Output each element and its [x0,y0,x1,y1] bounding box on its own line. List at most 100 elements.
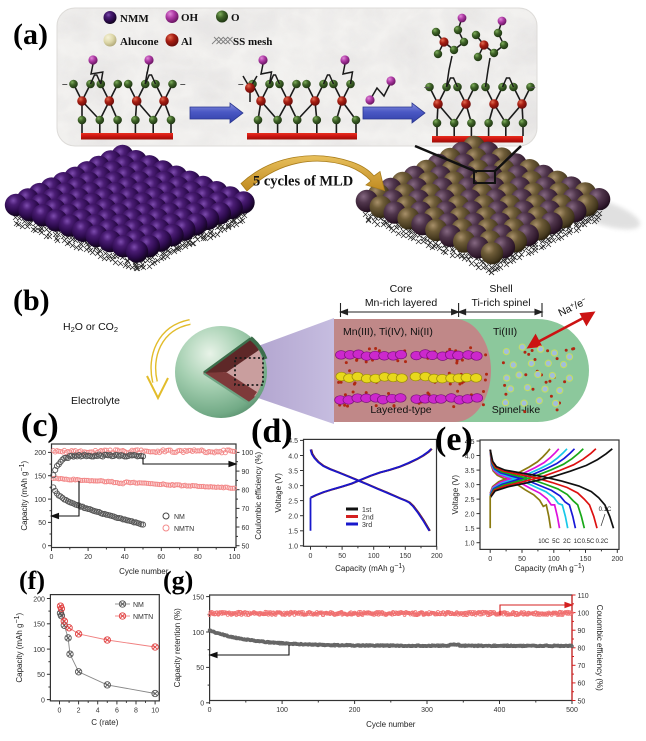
svg-text:150: 150 [33,622,45,629]
svg-text:150: 150 [580,556,592,563]
svg-text:8: 8 [134,707,138,714]
svg-text:0: 0 [42,544,46,551]
svg-text:2nd: 2nd [362,515,374,522]
svg-text:Core: Core [390,283,413,295]
svg-text:Cycle number: Cycle number [119,567,169,576]
svg-text:0: 0 [41,697,45,704]
svg-text:1.5: 1.5 [288,529,298,536]
svg-text:500: 500 [566,707,578,714]
svg-text:400: 400 [494,707,506,714]
svg-text:4: 4 [96,707,100,714]
svg-text:Shell: Shell [489,283,512,295]
svg-text:(f): (f) [19,566,45,595]
svg-text:(d): (d) [251,413,293,450]
svg-text:50: 50 [196,665,204,672]
svg-text:2.5: 2.5 [288,498,298,505]
svg-text:OH: OH [181,12,199,24]
svg-text:100: 100 [33,647,45,654]
svg-text:2.0: 2.0 [465,511,475,518]
svg-text:5 cycles of MLD: 5 cycles of MLD [253,174,353,190]
svg-text:200: 200 [431,553,443,560]
svg-text:Al: Al [181,36,192,48]
svg-text:100: 100 [578,610,590,617]
svg-text:NMTN: NMTN [133,614,153,621]
svg-text:3.5: 3.5 [465,468,475,475]
svg-text:50: 50 [242,544,250,551]
svg-text:200: 200 [34,450,46,457]
svg-text:200: 200 [349,707,361,714]
svg-text:100: 100 [192,630,204,637]
svg-text:10C: 10C [538,539,550,545]
svg-text:Spinel-like: Spinel-like [492,404,541,416]
svg-text:150: 150 [192,594,204,601]
svg-text:3rd: 3rd [362,522,372,529]
svg-text:0.1C: 0.1C [599,507,612,513]
svg-text:50: 50 [578,698,586,705]
svg-text:4.0: 4.0 [288,453,298,460]
svg-text:150: 150 [34,474,46,481]
svg-text:–: – [530,82,536,93]
svg-text:2: 2 [77,707,81,714]
svg-text:(c): (c) [21,407,59,444]
svg-text:O: O [231,12,240,24]
svg-text:100: 100 [34,497,46,504]
svg-text:0: 0 [58,707,62,714]
svg-text:Ti-rich spinel: Ti-rich spinel [471,297,530,309]
svg-text:–: – [424,82,430,93]
svg-text:100: 100 [229,554,241,561]
svg-text:0: 0 [309,553,313,560]
svg-text:SS mesh: SS mesh [233,36,272,48]
svg-text:(e): (e) [435,421,473,458]
svg-text:Coulombic efficiency (%): Coulombic efficiency (%) [254,451,263,539]
svg-text:40: 40 [121,554,129,561]
svg-text:50: 50 [338,553,346,560]
svg-text:0: 0 [488,556,492,563]
svg-text:2C: 2C [563,539,571,545]
svg-text:1st: 1st [362,507,371,514]
svg-text:Capacity retention (%): Capacity retention (%) [173,608,182,687]
svg-text:60: 60 [242,525,250,532]
svg-text:1.0: 1.0 [465,541,475,548]
svg-text:3.0: 3.0 [288,483,298,490]
svg-text:Electrolyte: Electrolyte [71,395,120,407]
svg-text:3.0: 3.0 [465,482,475,489]
svg-text:NM: NM [133,602,144,609]
svg-text:4.0: 4.0 [465,453,475,460]
svg-text:80: 80 [242,488,250,495]
svg-text:H2O or CO2: H2O or CO2 [63,321,118,334]
svg-text:50: 50 [518,556,526,563]
svg-text:Voltage (V): Voltage (V) [274,473,283,513]
svg-text:(a): (a) [13,18,48,51]
svg-text:4.5: 4.5 [465,439,475,446]
svg-text:(g): (g) [163,566,193,595]
svg-text:Capacity (mAh g−1): Capacity (mAh g−1) [335,563,405,573]
svg-text:50: 50 [38,520,46,527]
svg-text:1.5: 1.5 [465,526,475,533]
svg-text:100: 100 [548,556,560,563]
svg-text:20: 20 [84,554,92,561]
svg-text:200: 200 [33,596,45,603]
svg-text:2.5: 2.5 [465,497,475,504]
svg-text:Alucone: Alucone [120,36,159,48]
svg-text:–: – [62,79,68,90]
svg-text:100: 100 [276,707,288,714]
svg-text:1C: 1C [574,539,582,545]
svg-text:Cycle number: Cycle number [366,720,416,729]
svg-text:Mn-rich layered: Mn-rich layered [365,297,438,309]
svg-text:90: 90 [578,628,586,635]
svg-text:3.5: 3.5 [288,468,298,475]
svg-text:0.5C: 0.5C [582,539,595,545]
svg-text:0: 0 [200,701,204,708]
svg-text:NMM: NMM [120,13,149,25]
svg-text:Ti(III): Ti(III) [493,326,517,338]
svg-text:–: – [180,79,186,90]
svg-text:80: 80 [578,646,586,653]
svg-text:1.0: 1.0 [288,544,298,551]
svg-text:50: 50 [37,672,45,679]
svg-text:90: 90 [242,469,250,476]
svg-text:150: 150 [399,553,411,560]
svg-text:–: – [238,79,244,90]
svg-text:60: 60 [578,681,586,688]
svg-text:Capacity (mAh g−1): Capacity (mAh g−1) [515,563,585,573]
svg-text:Couombic efficiency (%): Couombic efficiency (%) [595,605,604,691]
